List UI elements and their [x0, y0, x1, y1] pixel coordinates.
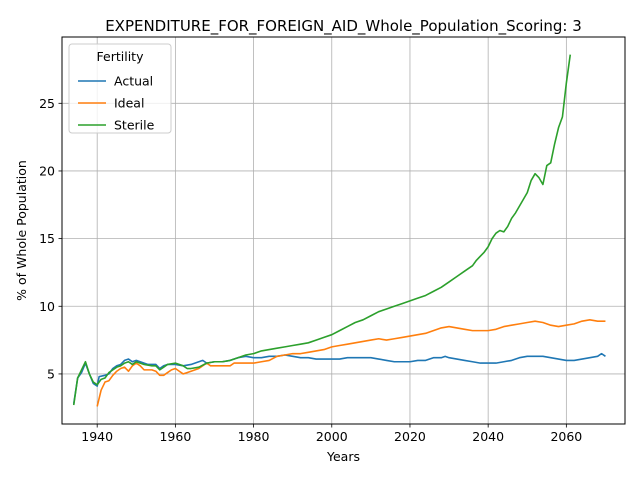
- x-tick-label: 2000: [316, 429, 348, 444]
- x-tick-label: 1980: [238, 429, 270, 444]
- x-tick-label: 2020: [394, 429, 426, 444]
- chart-title: EXPENDITURE_FOR_FOREIGN_AID_Whole_Popula…: [105, 17, 582, 36]
- legend-label-actual: Actual: [114, 74, 153, 89]
- x-tick-label: 1940: [81, 429, 113, 444]
- series-line-actual: [72, 352, 606, 404]
- grid: [62, 37, 625, 424]
- y-tick-label: 10: [39, 299, 55, 314]
- series-lines: [72, 54, 606, 407]
- y-tick-label: 15: [39, 231, 55, 246]
- x-tick-label: 1960: [159, 429, 191, 444]
- legend-title: Fertility: [97, 49, 145, 64]
- legend-box: [68, 43, 172, 134]
- legend-label-ideal: Ideal: [114, 96, 144, 111]
- y-tick-label: 5: [47, 366, 55, 381]
- x-axis-label: Years: [326, 449, 360, 464]
- series-line-ideal: [96, 319, 606, 407]
- y-axis-label: % of Whole Population: [14, 160, 29, 301]
- legend-entries: Actual Ideal Sterile: [78, 74, 155, 133]
- x-tick-label: 2060: [550, 429, 582, 444]
- y-tick-label: 20: [39, 163, 55, 178]
- y-tick-label: 25: [39, 96, 55, 111]
- axis-ticks: 1940 1960 1980 2000 2020 2040 2060 5 10 15 20 25: [39, 96, 582, 444]
- legend: Fertility Actual Ideal Sterile: [68, 43, 172, 134]
- legend-label-sterile: Sterile: [114, 118, 155, 133]
- series-line-sterile: [72, 54, 572, 406]
- plot-frame: [61, 36, 626, 425]
- x-tick-label: 2040: [472, 429, 504, 444]
